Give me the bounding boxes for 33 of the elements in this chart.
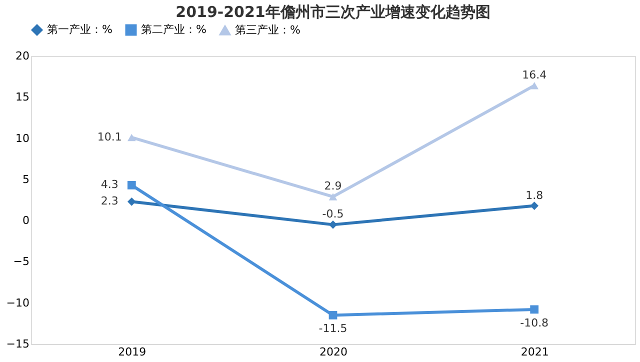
point	[127, 181, 136, 190]
point	[127, 197, 136, 206]
data-label: 2.9	[324, 180, 342, 193]
data-label: -11.5	[318, 322, 348, 336]
point	[328, 311, 338, 320]
legend-label: 第一产业：%	[47, 23, 112, 36]
y-tick-label: 20	[16, 50, 30, 62]
data-label: -0.5	[322, 208, 344, 221]
y-tick-label: −10	[6, 296, 30, 310]
point	[328, 220, 338, 229]
point	[530, 305, 539, 314]
point	[127, 134, 136, 142]
data-label: 4.3	[100, 178, 118, 192]
data-label: 2.3	[100, 194, 118, 208]
y-tick-label: −5	[13, 255, 30, 268]
y-tick-label: 10	[16, 132, 30, 145]
data-label: -10.8	[520, 316, 549, 330]
x-tick-label: 2021	[520, 346, 549, 358]
y-tick-label: 15	[16, 90, 30, 104]
point	[328, 193, 338, 200]
legend-label: 第三产业：%	[235, 23, 300, 36]
x-tick-label: 2020	[320, 346, 348, 358]
point	[530, 82, 539, 90]
y-tick-label: −15	[6, 338, 30, 350]
chart-title: 2019-2021年儋州市三次产业增速变化趋势图	[176, 3, 490, 21]
data-label: 1.8	[526, 188, 544, 202]
y-tick-label: 5	[22, 172, 30, 186]
data-label: 10.1	[97, 130, 122, 144]
x-tick-label: 2019	[118, 346, 146, 358]
legend-label: 第二产业：%	[141, 23, 206, 36]
data-label: 16.4	[522, 68, 547, 82]
y-tick-label: 0	[22, 214, 30, 228]
point	[530, 202, 539, 210]
